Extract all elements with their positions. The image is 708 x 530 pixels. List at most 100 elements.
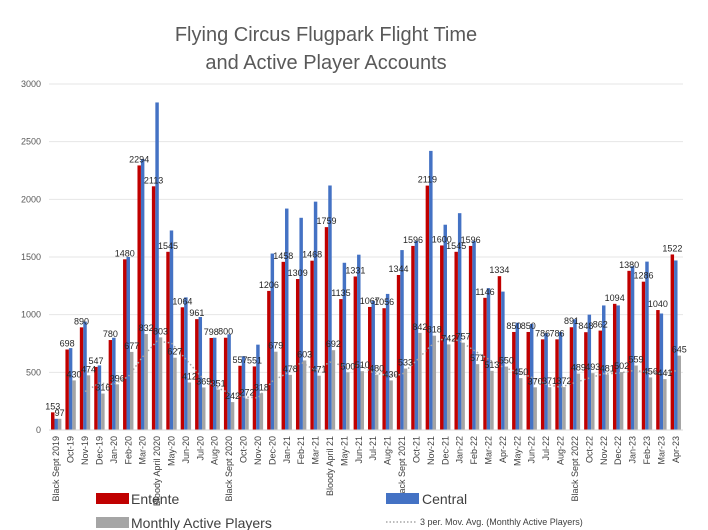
x-tick-label: Feb-21 — [296, 436, 306, 465]
bar-central — [112, 337, 116, 430]
bar-entente — [425, 185, 430, 430]
data-label-entente: 2119 — [418, 175, 437, 185]
bar-entente — [656, 310, 660, 430]
bar-central — [83, 321, 87, 430]
bar-entente — [411, 245, 415, 430]
data-label-monthly-active-players: 627 — [167, 347, 182, 357]
bar-entente — [483, 297, 487, 430]
data-label-monthly-active-players: 757 — [456, 332, 471, 342]
legend-swatch-monthly-active-players — [96, 517, 129, 528]
bar-entente — [295, 279, 300, 430]
bar-monthly-active-players — [418, 332, 422, 430]
data-label-monthly-active-players: 832 — [139, 323, 154, 333]
bar-central — [126, 257, 130, 430]
data-label-entente: 1040 — [648, 299, 668, 309]
y-axis-ticks: 0 500 1000 1500 2000 2500 3000 — [21, 79, 41, 435]
data-label-monthly-active-players: 351 — [211, 379, 226, 389]
x-tick-label: May-20 — [166, 436, 176, 466]
legend-label-central: Central — [422, 491, 467, 507]
bar-monthly-active-players — [129, 351, 134, 430]
data-label-entente: 1056 — [374, 297, 394, 307]
x-tick-label: Jun-21 — [354, 436, 364, 464]
bar-monthly-active-players — [547, 387, 552, 430]
bar-monthly-active-players — [173, 357, 177, 430]
bar-entente — [598, 330, 603, 430]
x-tick-label: Aug-22 — [556, 436, 566, 465]
bar-monthly-active-players — [259, 393, 264, 430]
data-label-entente: 850 — [506, 321, 521, 331]
bar-entente — [440, 245, 444, 430]
data-label-monthly-active-players: 450 — [513, 367, 528, 377]
data-label-entente: 862 — [593, 320, 608, 330]
data-label-monthly-active-players: 803 — [153, 326, 168, 336]
bar-central — [357, 254, 361, 430]
x-tick-label: Black Sept 2019 — [51, 436, 61, 502]
data-label-monthly-active-players: 272 — [239, 388, 254, 398]
data-label-entente: 1344 — [389, 264, 409, 274]
data-label-entente: 786 — [550, 328, 565, 338]
data-label-monthly-active-players: 480 — [369, 364, 384, 374]
data-label-monthly-active-players: 372 — [556, 376, 571, 386]
bar-monthly-active-players — [677, 355, 681, 430]
legend-swatch-entente — [96, 493, 129, 504]
bar-entente — [108, 340, 113, 430]
bar-central — [342, 262, 347, 430]
data-label-monthly-active-players: 316 — [95, 383, 110, 393]
bar-monthly-active-players — [346, 372, 350, 430]
bar-entente — [569, 327, 574, 430]
bar-central — [212, 337, 217, 430]
bar-central — [616, 305, 620, 430]
data-label-entente: 153 — [45, 401, 60, 411]
bar-central — [443, 224, 447, 430]
bar-central — [558, 331, 563, 430]
bar-entente — [382, 308, 386, 430]
legend-swatch-central — [386, 493, 419, 504]
legend-label-monthly-active-players: Monthly Active Players — [131, 515, 272, 530]
bar-entente — [555, 339, 559, 430]
data-label-entente: 1135 — [331, 288, 350, 298]
bar-entente — [396, 274, 401, 430]
data-label-entente: 1596 — [403, 235, 423, 245]
x-tick-label: Feb-23 — [642, 436, 652, 465]
data-label-monthly-active-players: 481 — [600, 364, 615, 374]
bar-monthly-active-players — [158, 337, 163, 430]
x-tick-label: Jun-20 — [181, 436, 191, 464]
y-tick-label: 1500 — [21, 252, 41, 262]
data-label-monthly-active-players: 677 — [124, 341, 139, 351]
x-tick-label: Mar-20 — [138, 436, 148, 465]
bar-monthly-active-players — [605, 374, 609, 430]
data-label-monthly-active-players: 456 — [643, 366, 658, 376]
data-label-monthly-active-players: 370 — [528, 376, 543, 386]
data-label-entente: 2294 — [129, 154, 149, 164]
x-tick-label: Nov-19 — [80, 436, 90, 465]
data-label-entente: 1064 — [172, 296, 192, 306]
bar-monthly-active-players — [634, 365, 638, 430]
bar-entente — [468, 245, 473, 430]
bar-central — [285, 208, 289, 430]
data-label-entente: 891 — [564, 316, 579, 326]
bar-monthly-active-players — [648, 377, 653, 430]
x-tick-label: Bloody April 2020 — [152, 436, 162, 506]
data-label-monthly-active-players: 396 — [110, 373, 125, 383]
bar-monthly-active-players — [663, 379, 667, 430]
data-label-entente: 1759 — [317, 216, 337, 226]
x-tick-label: Jul-22 — [541, 436, 551, 461]
bar-monthly-active-players — [461, 342, 465, 430]
bar-central — [169, 230, 174, 430]
bar-monthly-active-players — [245, 398, 249, 430]
bar-entente — [310, 260, 314, 430]
y-tick-label: 3000 — [21, 79, 41, 89]
bar-monthly-active-players — [389, 380, 393, 430]
bar-entente — [612, 303, 617, 430]
data-label-entente: 1146 — [475, 287, 494, 297]
bar-central — [68, 348, 73, 430]
bar-entente — [368, 306, 372, 430]
x-tick-label: Black Sept 2020 — [224, 436, 234, 502]
data-label-entente: 557 — [233, 355, 248, 365]
x-tick-label: Feb-20 — [123, 436, 133, 465]
x-tick-label: May-22 — [512, 436, 522, 466]
bar-central — [414, 240, 419, 430]
data-label-monthly-active-players: 489 — [571, 363, 586, 373]
data-label-monthly-active-players: 818 — [427, 325, 442, 335]
